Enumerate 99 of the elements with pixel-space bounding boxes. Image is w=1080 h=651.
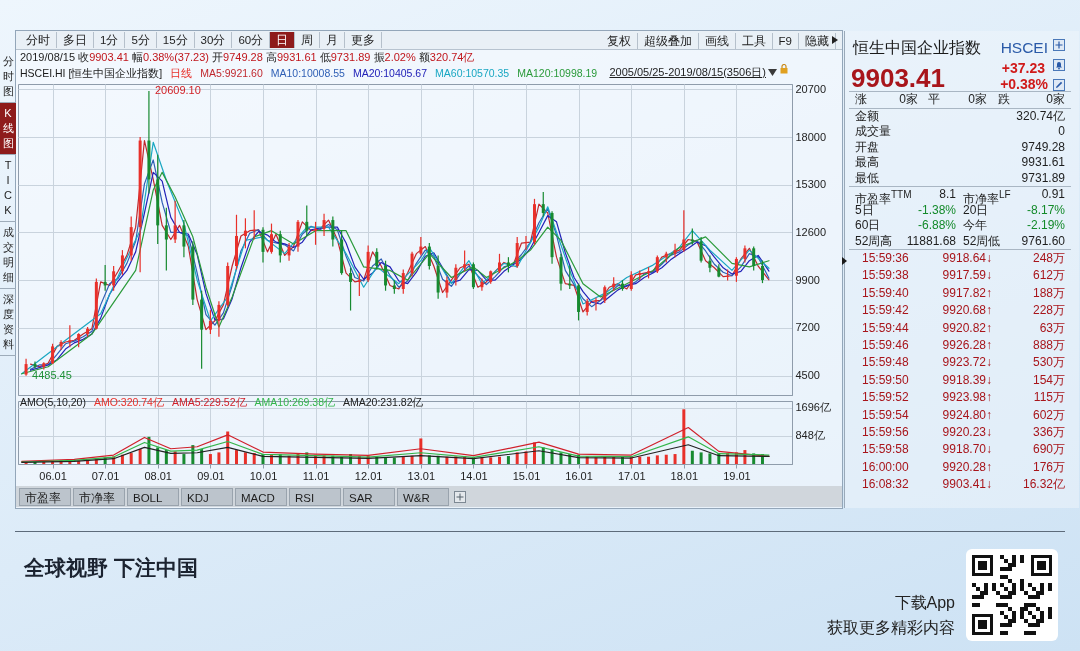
text: MA5:9921.60 [200,67,263,79]
text: 恒生中国企业指数 [853,38,981,58]
text: 5分 [125,32,157,48]
text: 画线 [698,32,736,49]
text: 15:59:58 9918.70↓ 690万 [862,442,1065,457]
text: W&R [397,487,449,506]
text: MA60:10570.35 [435,67,510,79]
text: 更多 [345,32,383,48]
text: 最低 9731.89 [855,170,1065,185]
text: 获取更多精彩内容 [827,618,955,638]
text: RSI [289,487,341,506]
y-tick-label: 15300 [795,178,827,191]
text: 工具 [735,32,773,49]
x-tick-label: 07.01 [91,469,120,482]
y-tick-label: 848亿 [795,429,825,442]
text: 60日 -6.88% 今年 -2.19% [855,218,1065,232]
x-tick-label: 13.01 [407,469,436,482]
x-tick-label: 11.01 [302,469,330,482]
text: 市盈率 [19,487,71,506]
text: 15:59:44 9920.82↑ 63万 [862,320,1065,335]
text: AMA5:229.52亿 [171,396,247,408]
text: 分时 [20,32,57,48]
y-tick-label: 20700 [795,82,827,95]
annotation: 4485.45 [32,368,72,381]
x-tick-label: 12.01 [354,469,383,482]
text: 多日 [57,32,94,48]
text: 2005/05/25-2019/08/15(3506日) [609,66,766,79]
y-tick-label: 9900 [795,273,820,286]
text: 15:59:48 9923.72↓ 530万 [862,355,1065,370]
text: 周 [295,32,321,48]
text: 分时图 [2,54,14,99]
text: 复权 [600,32,638,49]
text: 深度资料 [2,292,14,352]
text: AMA10:269.38亿 [254,396,336,408]
text: 15:59:56 9920.23↓ 336万 [862,425,1065,439]
text: 30分 [194,32,233,48]
text: 15:59:40 9917.82↑ 188万 [862,285,1065,300]
x-tick-label: 19.01 [723,469,751,482]
text: 开盘 9749.28 [855,139,1065,154]
y-tick-label: 12600 [795,225,827,238]
text: 15:59:36 9918.64↓ 248万 [862,251,1065,265]
text: 60分 [232,32,271,48]
x-tick-label: 08.01 [144,469,172,482]
text: +37.23 [1001,60,1045,77]
text: 月 [320,32,346,48]
text: 15:59:38 9917.59↓ 612万 [862,268,1065,283]
text: +0.38% [1000,76,1048,93]
annotation: 20609.10 [154,83,201,96]
y-tick-label: 7200 [795,321,820,334]
y-tick-label: 4500 [795,369,820,382]
text: 日 [270,32,296,48]
text: 15:59:52 9923.98↑ 115万 [862,390,1065,405]
text: 涨 0家 平 0家 跌 0家 [855,92,1065,106]
text: 15分 [156,32,195,48]
text: 市净率 [73,487,125,506]
text: 2019/08/15 收9903.41 幅0.38%(37.23) 开9749.28 高9931.61 低9731.89 振2.02% 额320.74亿 [20,51,475,63]
text: 超级叠加 [637,32,699,49]
x-tick-label: 14.01 [460,469,488,482]
x-tick-label: 09.01 [197,469,225,482]
text: 成交明细 [2,225,14,285]
text: 金额 320.74亿 [855,108,1065,123]
x-tick-label: 06.01 [39,469,67,482]
x-tick-label: 16.01 [565,469,593,482]
x-tick-label: 15.01 [512,469,541,482]
text: F9 [772,32,799,49]
text: BOLL [127,487,179,506]
text: KDJ [181,487,233,506]
text: 52周高 11881.68 52周低 9761.60 [855,233,1065,248]
text: 16:08:32 9903.41↓ 16.32亿 [862,477,1065,492]
text: 日线 [170,67,193,79]
text: 15:59:42 9920.68↑ 228万 [862,303,1065,318]
text: 成交量 0 [855,124,1065,138]
x-tick-label: 18.01 [670,469,699,482]
text: HSCEI [1000,38,1048,58]
text: 全球视野 下注中国 [24,555,198,581]
text: 1分 [94,32,126,48]
y-tick-label: 18000 [795,130,827,143]
y-tick-label: 1696亿 [795,401,831,414]
text: TICK [4,158,12,218]
text: 15:59:46 9926.28↑ 888万 [862,338,1065,352]
text: AMA20:231.82亿 [343,396,424,408]
text: K线图 [2,106,14,151]
text: AMO:320.74亿 [93,396,164,408]
x-tick-label: 17.01 [618,469,646,482]
text: MA20:10405.67 [352,67,428,79]
text: 下载App [894,593,955,613]
text: 最高 9931.61 [855,155,1065,169]
text: SAR [343,487,395,506]
text: 15:59:50 9918.39↓ 154万 [862,372,1065,387]
x-tick-label: 10.01 [249,469,278,482]
text: 9903.41 [851,62,945,93]
text: 16:00:00 9920.28↑ 176万 [862,459,1065,474]
chart-title: HSCEI.HI [恒生中国企业指数] [20,67,163,79]
text: 隐藏 [799,32,836,49]
text: MACD [235,487,287,506]
text: MA10:10008.55 [270,67,345,79]
text: MA120:10998.19 [517,67,598,79]
text: 15:59:54 9924.80↑ 602万 [862,407,1065,422]
chart-title: AMO(5,10,20) [20,396,86,408]
